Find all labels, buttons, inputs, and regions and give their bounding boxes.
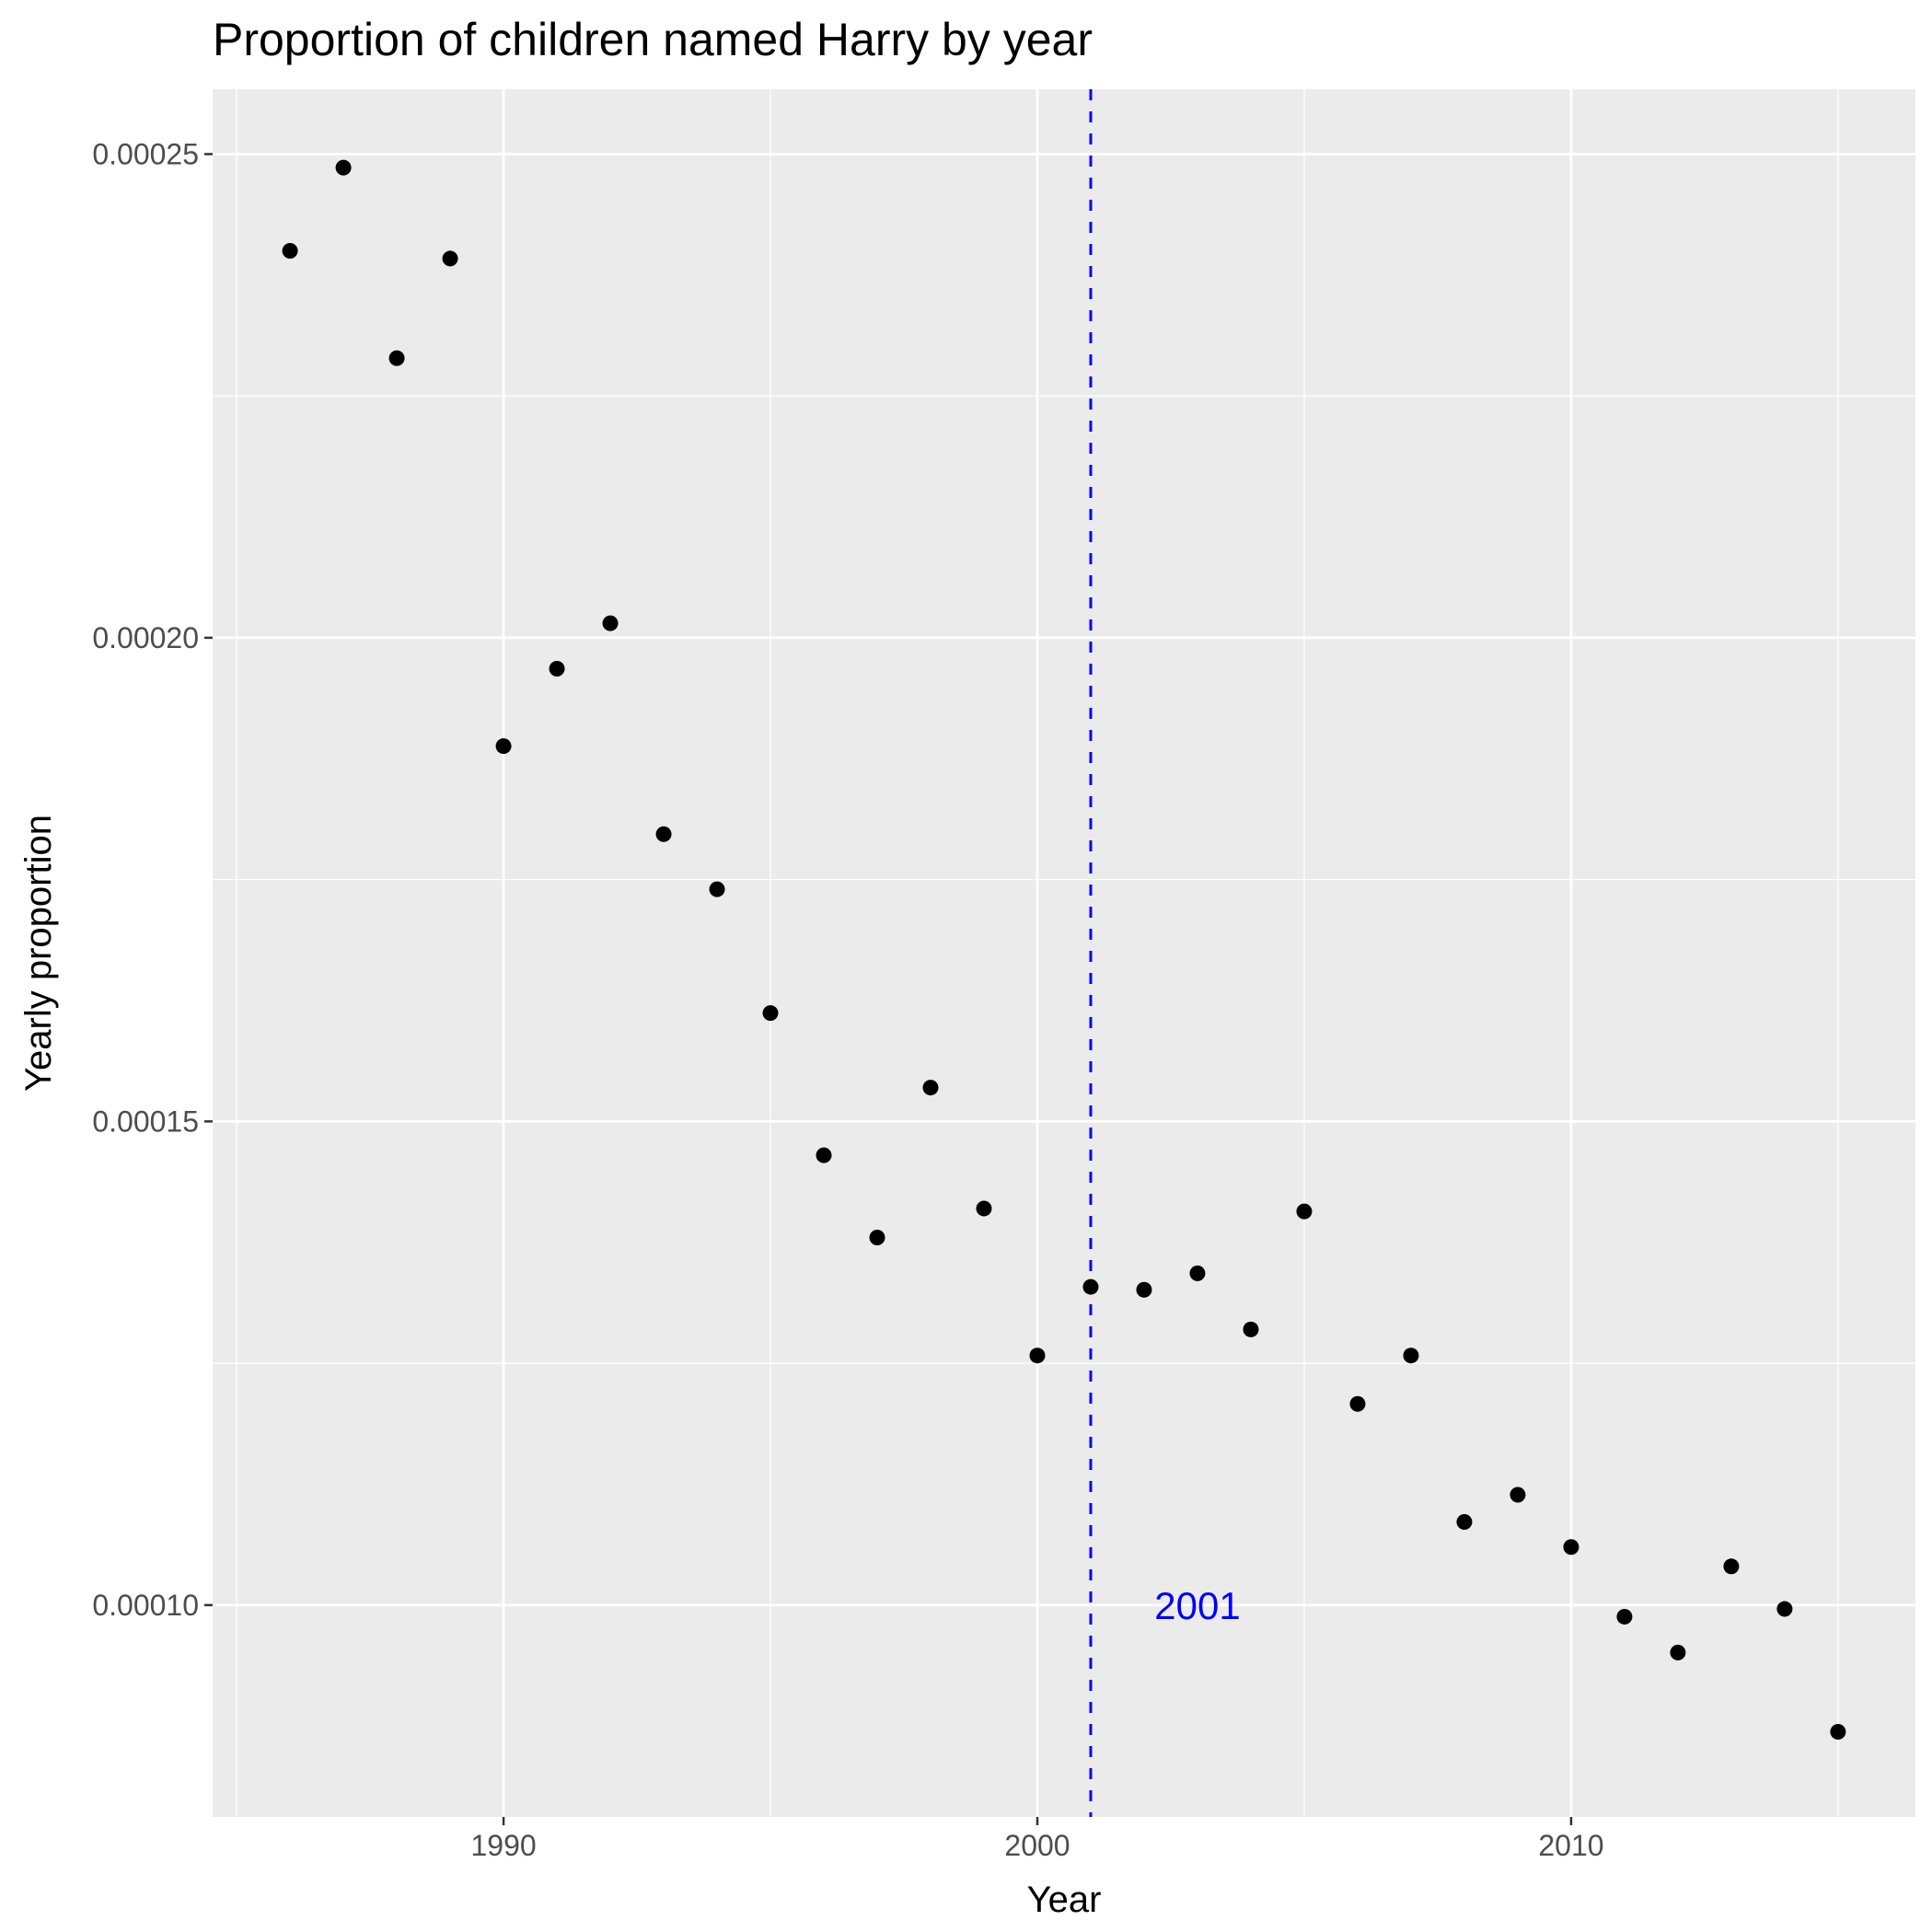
y-tick-label: 0.00020 [92, 621, 199, 654]
data-point [1296, 1203, 1313, 1220]
x-tick-label: 2010 [1538, 1829, 1603, 1862]
data-point [709, 881, 725, 897]
x-axis-title: Year [1027, 1880, 1102, 1920]
data-point [1136, 1281, 1152, 1298]
data-point [549, 661, 565, 677]
minor-gridlines [213, 89, 1915, 1817]
data-points [282, 159, 1846, 1741]
x-tick-label: 2000 [1004, 1829, 1070, 1862]
x-tick-label: 1990 [470, 1829, 536, 1862]
x-axis: 1990 2000 2010 [470, 1817, 1604, 1862]
data-point [1082, 1278, 1099, 1295]
data-point [335, 159, 352, 176]
plot-panel [213, 89, 1915, 1817]
annotation-label: 2001 [1154, 1584, 1240, 1627]
data-point [388, 350, 405, 366]
data-point [1456, 1513, 1473, 1530]
data-point [1243, 1321, 1259, 1337]
data-point [1723, 1558, 1740, 1575]
data-point [762, 1005, 779, 1022]
y-tick-label: 0.00015 [92, 1105, 199, 1138]
data-point [1563, 1539, 1579, 1556]
data-point [282, 243, 298, 260]
data-point [1616, 1608, 1633, 1625]
major-gridlines [213, 89, 1915, 1817]
data-point [1776, 1601, 1793, 1617]
y-axis: 0.00010 0.00015 0.00020 0.00025 [92, 137, 213, 1622]
data-point [976, 1200, 992, 1217]
data-point [655, 826, 672, 842]
data-point [442, 250, 458, 267]
data-point [1830, 1724, 1846, 1741]
data-point [602, 615, 619, 631]
data-point [1670, 1644, 1686, 1660]
y-tick-label: 0.00025 [92, 137, 199, 170]
data-point [1510, 1487, 1526, 1503]
data-point [495, 738, 512, 755]
data-point [1029, 1348, 1046, 1364]
data-point [1349, 1395, 1366, 1412]
annotation-layer: 2001 [1154, 1584, 1240, 1627]
data-point [869, 1229, 885, 1245]
data-point [1189, 1265, 1206, 1281]
y-axis-title: Yearly proportion [18, 815, 59, 1092]
y-tick-label: 0.00010 [92, 1589, 199, 1622]
chart-title: Proportion of children named Harry by ye… [213, 14, 1093, 65]
data-point [816, 1147, 832, 1163]
data-point [922, 1080, 939, 1096]
data-point [1403, 1348, 1419, 1364]
